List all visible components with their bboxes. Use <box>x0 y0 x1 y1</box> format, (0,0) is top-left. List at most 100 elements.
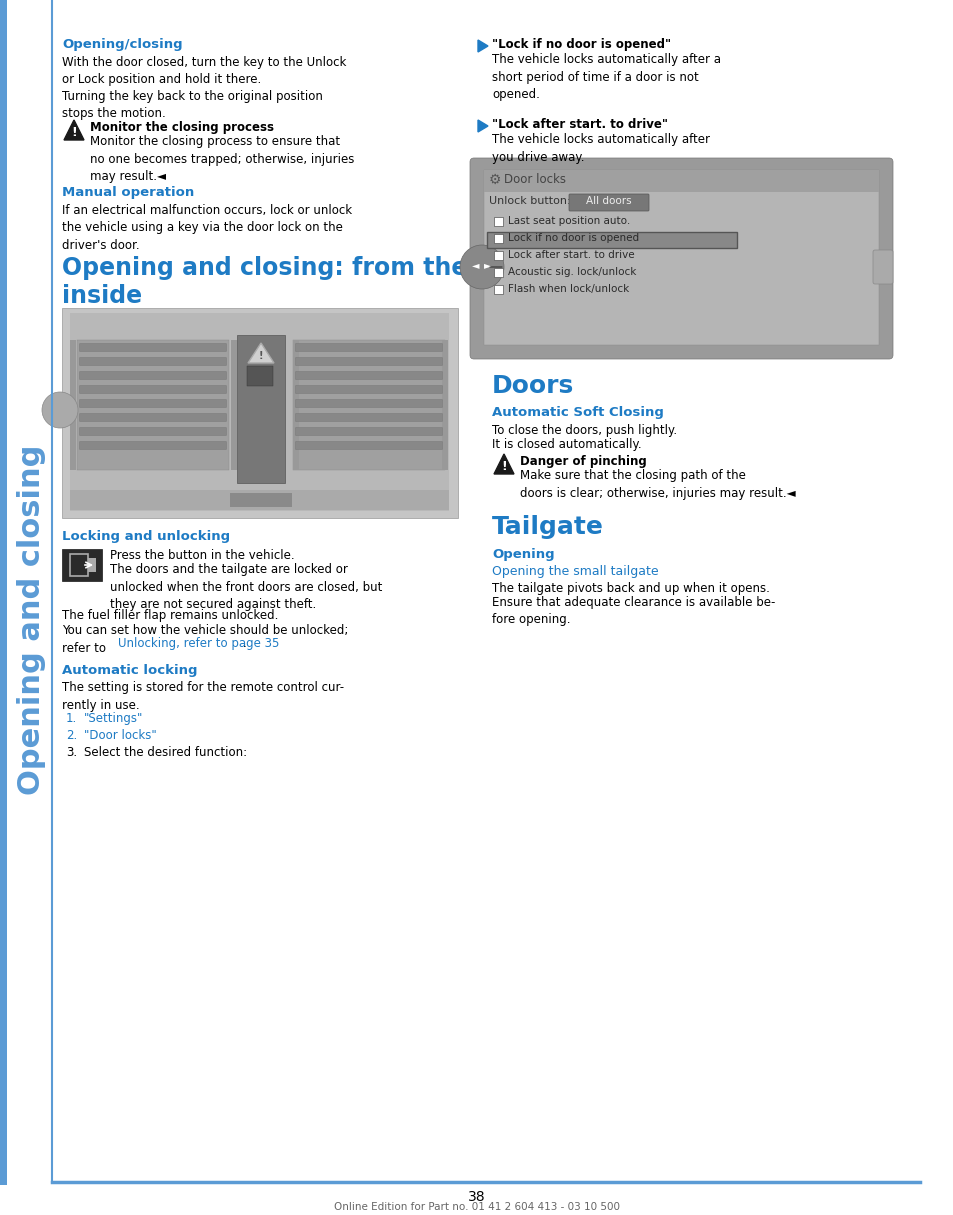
Text: The vehicle locks automatically after
you drive away.: The vehicle locks automatically after yo… <box>492 132 709 164</box>
Bar <box>293 340 298 470</box>
Circle shape <box>42 392 78 428</box>
Text: Monitor the closing process to ensure that
no one becomes trapped; otherwise, in: Monitor the closing process to ensure th… <box>90 135 354 183</box>
Text: Opening/closing: Opening/closing <box>62 38 182 51</box>
FancyBboxPatch shape <box>295 428 442 435</box>
Polygon shape <box>494 454 514 474</box>
Bar <box>494 234 502 243</box>
Text: Danger of pinching: Danger of pinching <box>519 454 646 468</box>
Text: The doors and the tailgate are locked or
unlocked when the front doors are close: The doors and the tailgate are locked or… <box>110 563 382 611</box>
Polygon shape <box>477 120 488 132</box>
Text: 3.: 3. <box>66 746 77 759</box>
Text: Select the desired function:: Select the desired function: <box>84 746 247 759</box>
Text: Opening and closing: Opening and closing <box>17 445 47 795</box>
Text: .: . <box>242 637 246 650</box>
Bar <box>483 170 878 345</box>
Text: Tailgate: Tailgate <box>492 515 603 539</box>
Bar <box>0 0 52 1215</box>
FancyBboxPatch shape <box>568 194 648 211</box>
Text: 2.: 2. <box>66 729 77 742</box>
Text: Last seat position auto.: Last seat position auto. <box>507 216 630 226</box>
Text: "Settings": "Settings" <box>84 712 143 725</box>
Polygon shape <box>477 40 488 52</box>
Text: 1.: 1. <box>66 712 77 725</box>
Text: The vehicle locks automatically after a
short period of time if a door is not
op: The vehicle locks automatically after a … <box>492 53 720 101</box>
FancyBboxPatch shape <box>79 385 226 394</box>
FancyBboxPatch shape <box>79 400 226 407</box>
Text: Monitor the closing process: Monitor the closing process <box>90 122 274 134</box>
Text: Online Edition for Part no. 01 41 2 604 413 - 03 10 500: Online Edition for Part no. 01 41 2 604 … <box>334 1202 619 1213</box>
Text: If an electrical malfunction occurs, lock or unlock
the vehicle using a key via : If an electrical malfunction occurs, loc… <box>62 204 352 252</box>
Polygon shape <box>64 120 84 140</box>
Bar <box>494 269 502 277</box>
Text: ◄: ◄ <box>472 260 479 270</box>
FancyBboxPatch shape <box>79 441 226 450</box>
Text: 38: 38 <box>468 1189 485 1204</box>
Text: Doors: Doors <box>492 374 574 399</box>
Text: "Lock if no door is opened": "Lock if no door is opened" <box>492 38 670 51</box>
Text: Unlock button:: Unlock button: <box>489 196 570 207</box>
FancyBboxPatch shape <box>79 372 226 379</box>
Bar <box>483 170 878 192</box>
Bar <box>230 493 292 507</box>
FancyBboxPatch shape <box>872 250 892 284</box>
Text: Acoustic sig. lock/unlock: Acoustic sig. lock/unlock <box>507 267 636 277</box>
Text: The setting is stored for the remote control cur-
rently in use.: The setting is stored for the remote con… <box>62 680 344 712</box>
Text: Automatic Soft Closing: Automatic Soft Closing <box>492 406 663 419</box>
Bar <box>247 366 273 386</box>
Text: Make sure that the closing path of the
doors is clear; otherwise, injuries may r: Make sure that the closing path of the d… <box>519 469 795 499</box>
Text: "Lock after start. to drive": "Lock after start. to drive" <box>492 118 667 131</box>
Bar <box>70 554 88 576</box>
Bar <box>88 558 96 572</box>
FancyBboxPatch shape <box>295 441 442 450</box>
FancyBboxPatch shape <box>470 158 892 358</box>
FancyBboxPatch shape <box>295 357 442 366</box>
Bar <box>0 0 7 1185</box>
Bar <box>494 217 502 226</box>
Text: All doors: All doors <box>585 196 631 207</box>
Text: Opening: Opening <box>492 548 554 561</box>
Text: !: ! <box>258 351 263 361</box>
FancyBboxPatch shape <box>79 413 226 422</box>
Bar <box>62 307 457 518</box>
Text: The tailgate pivots back and up when it opens.: The tailgate pivots back and up when it … <box>492 582 769 595</box>
Text: Lock after start. to drive: Lock after start. to drive <box>507 250 634 260</box>
Bar <box>441 340 448 470</box>
Circle shape <box>459 245 503 289</box>
FancyBboxPatch shape <box>295 413 442 422</box>
Text: With the door closed, turn the key to the Unlock
or Lock position and hold it th: With the door closed, turn the key to th… <box>62 56 346 86</box>
Text: Manual operation: Manual operation <box>62 186 194 199</box>
Bar <box>236 335 285 484</box>
Text: ►: ► <box>484 260 491 270</box>
Text: It is closed automatically.: It is closed automatically. <box>492 437 641 451</box>
Text: Lock if no door is opened: Lock if no door is opened <box>507 233 639 243</box>
Bar <box>494 252 502 260</box>
Text: Press the button in the vehicle.: Press the button in the vehicle. <box>110 549 294 563</box>
Text: !: ! <box>71 126 77 139</box>
Text: "Door locks": "Door locks" <box>84 729 156 742</box>
Bar <box>70 490 449 510</box>
Text: You can set how the vehicle should be unlocked;
refer to: You can set how the vehicle should be un… <box>62 625 348 655</box>
FancyBboxPatch shape <box>295 372 442 379</box>
Text: Turning the key back to the original position
stops the motion.: Turning the key back to the original pos… <box>62 90 322 120</box>
Text: Opening and closing: from the
inside: Opening and closing: from the inside <box>62 256 467 307</box>
Bar <box>77 340 229 470</box>
FancyBboxPatch shape <box>79 344 226 351</box>
Text: Door locks: Door locks <box>503 173 565 186</box>
Text: Opening the small tailgate: Opening the small tailgate <box>492 565 658 578</box>
Bar <box>486 232 737 248</box>
Text: Ensure that adequate clearance is available be-
fore opening.: Ensure that adequate clearance is availa… <box>492 597 775 627</box>
Polygon shape <box>248 343 274 363</box>
Bar <box>494 286 502 294</box>
Bar <box>70 340 76 470</box>
FancyBboxPatch shape <box>79 428 226 435</box>
FancyBboxPatch shape <box>79 357 226 366</box>
Text: Automatic locking: Automatic locking <box>62 665 197 677</box>
FancyBboxPatch shape <box>295 385 442 394</box>
FancyBboxPatch shape <box>295 400 442 407</box>
Bar <box>231 340 236 470</box>
Bar <box>70 313 449 512</box>
Text: To close the doors, push lightly.: To close the doors, push lightly. <box>492 424 677 437</box>
Text: The fuel filler flap remains unlocked.: The fuel filler flap remains unlocked. <box>62 609 278 622</box>
Text: Flash when lock/unlock: Flash when lock/unlock <box>507 284 629 294</box>
Text: Locking and unlocking: Locking and unlocking <box>62 530 230 543</box>
